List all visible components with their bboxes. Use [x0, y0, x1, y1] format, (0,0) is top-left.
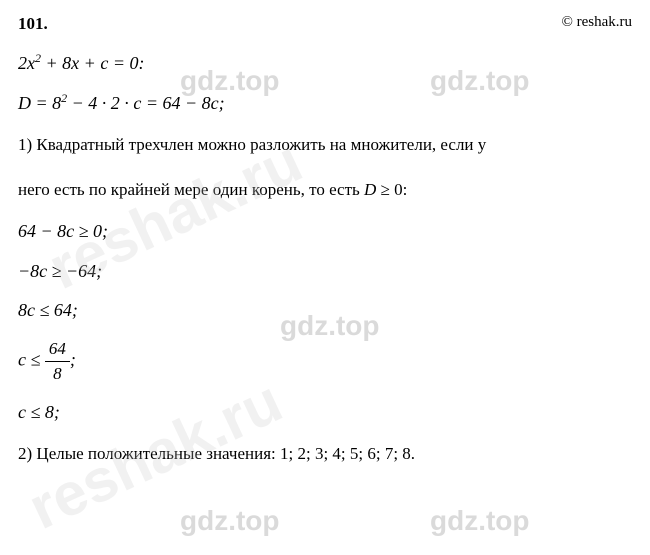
eq-text: = 64 − 8 [141, 93, 210, 113]
fraction-numerator: 64 [45, 337, 70, 362]
inequality-1: 64 − 8c ≥ 0; [18, 219, 632, 244]
eq-var: D [364, 180, 376, 199]
explanation-2: него есть по крайней мере один корень, т… [18, 175, 632, 206]
eq-text: = 8 [31, 93, 61, 113]
explanation-1: 1) Квадратный трехчлен можно разложить н… [18, 130, 632, 161]
inequality-4: c ≤ 648; [18, 337, 632, 386]
eq-text: ; [219, 93, 225, 113]
eq-text: ≥ 0; [74, 221, 108, 241]
answer-text: 2) Целые положительные значения: 1; 2; 3… [18, 439, 632, 470]
eq-text: ≤ 8; [26, 402, 60, 422]
eq-text: + [79, 53, 100, 73]
eq-var: c [39, 261, 47, 281]
eq-var: c [18, 349, 26, 369]
inequality-3: 8c ≤ 64; [18, 298, 632, 323]
problem-number: 101. [18, 14, 48, 33]
equation-1: 2x2 + 8x + c = 0: [18, 50, 632, 76]
eq-text: 64 − 8 [18, 221, 66, 241]
inequality-2: −8c ≥ −64; [18, 259, 632, 284]
eq-text: + 8 [41, 53, 71, 73]
eq-text: ≤ [26, 349, 45, 369]
equation-2: D = 82 − 4 · 2 · c = 64 − 8c; [18, 90, 632, 116]
eq-text: ≥ −64; [47, 261, 102, 281]
document-content: 101. © reshak.ru 2x2 + 8x + c = 0: D = 8… [0, 0, 650, 495]
text: него есть по крайней мере один корень, т… [18, 180, 364, 199]
copyright-text: © reshak.ru [561, 12, 632, 33]
watermark: gdz.top [430, 505, 530, 537]
eq-var: x [27, 53, 35, 73]
eq-text: −8 [18, 261, 39, 281]
eq-var: x [71, 53, 79, 73]
inequality-5: c ≤ 8; [18, 400, 632, 425]
eq-var: D [18, 93, 31, 113]
eq-text: ≤ 64; [35, 300, 78, 320]
text: ≥ 0: [376, 180, 407, 199]
eq-text: 2 [18, 53, 27, 73]
eq-text: = 0: [108, 53, 144, 73]
eq-text: ; [70, 349, 76, 369]
watermark: gdz.top [180, 505, 280, 537]
eq-var: c [18, 402, 26, 422]
eq-text: 8 [18, 300, 27, 320]
eq-var: c [211, 93, 219, 113]
eq-text: − 4 · 2 · [67, 93, 133, 113]
eq-var: c [66, 221, 74, 241]
fraction: 648 [45, 337, 70, 386]
eq-var: c [27, 300, 35, 320]
header-row: 101. [18, 12, 632, 36]
fraction-denominator: 8 [45, 362, 70, 386]
